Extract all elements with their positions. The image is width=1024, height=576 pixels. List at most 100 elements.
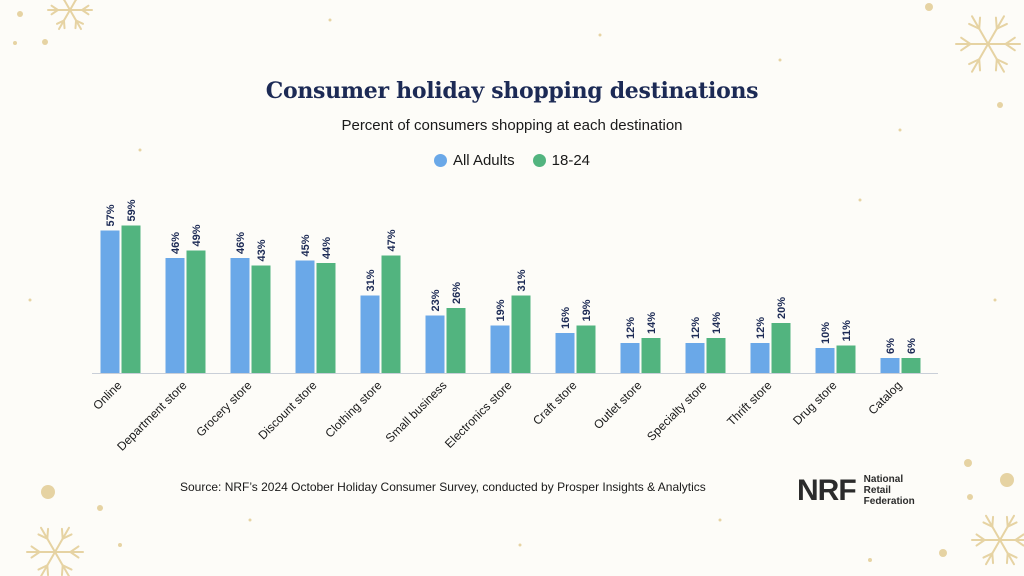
decoration-dot [598,33,602,37]
decoration-dot [17,11,23,17]
category-label: Craft store [530,378,580,428]
decoration-dot [13,41,17,45]
bar-all-adults [165,258,185,373]
decoration-dot [898,128,902,132]
bar-all-adults [685,343,705,373]
bar-all-adults [100,230,120,373]
bar-18-24 [511,295,531,373]
bar-18-24 [121,225,141,373]
logo-line-1: National [863,474,904,485]
value-label: 6% [885,338,897,354]
bar-18-24 [446,308,466,373]
logo-text: National Retail Federation [864,474,915,507]
decoration-dot [993,298,997,302]
value-label: 43% [256,239,268,261]
value-label: 26% [451,282,463,304]
bar-18-24 [381,255,401,373]
value-label: 46% [235,232,247,254]
snowflake-icon [955,15,1021,73]
category-label: Clothing store [322,378,384,440]
bar-all-adults [750,343,770,373]
decoration-dot [28,298,32,302]
bar-all-adults [425,315,445,373]
legend-item-18-24: 18-24 [532,152,591,169]
decoration-dot [718,518,722,522]
category-label: Electronics store [442,378,515,451]
bar-all-adults [295,260,315,373]
category-label: Grocery store [193,378,255,440]
category-label: Drug store [790,378,840,428]
value-label: 47% [386,229,398,251]
source-note: Source: NRF’s 2024 October Holiday Consu… [180,480,706,494]
bar-18-24 [706,338,726,373]
category-label: Online [90,378,125,413]
category-label: Discount store [255,378,319,442]
legend-swatch-all-adults [433,154,447,167]
value-label: 44% [321,237,333,259]
bar-18-24 [576,325,596,373]
decoration-dot [248,518,252,522]
snowflake-icon [47,0,93,31]
chart-title: Consumer holiday shopping destinations [265,78,759,104]
bar-all-adults [360,295,380,373]
category-label: Specialty store [644,378,710,444]
value-label: 20% [776,297,788,319]
chart-legend: All Adults 18-24 [0,152,1024,169]
value-label: 19% [495,299,507,321]
bar-all-adults [815,348,835,373]
category-label: Thrift store [724,378,775,429]
decoration-dot [138,148,142,152]
value-label: 16% [560,307,572,329]
bar-all-adults [490,325,510,373]
bar-all-adults [555,333,575,373]
bar-18-24 [251,265,271,373]
decoration-dot [518,543,522,547]
decoration-dot [41,485,55,499]
bar-18-24 [901,358,921,373]
value-label: 23% [430,289,442,311]
value-label: 14% [711,312,723,334]
bar-18-24 [186,250,206,373]
decoration-dot [939,549,947,557]
snowflake-icon [26,526,84,576]
decoration-dot [964,459,972,467]
decoration-dot [778,58,782,62]
decoration-dot [328,18,332,22]
value-label: 12% [755,317,767,339]
decoration-dot [858,198,862,202]
decoration-dot [997,102,1003,108]
logo-mark: NRF [797,473,857,507]
value-label: 49% [191,224,203,246]
chart-subtitle: Percent of consumers shopping at each de… [341,117,683,134]
decoration-dot [42,39,48,45]
value-label: 31% [516,269,528,291]
decoration-dot [97,505,103,511]
value-label: 14% [646,312,658,334]
value-label: 31% [365,269,377,291]
value-label: 59% [126,199,138,221]
decoration-dot [118,543,122,547]
legend-swatch-18-24 [532,154,546,167]
bar-all-adults [230,258,250,373]
bar-18-24 [316,263,336,373]
value-label: 11% [841,320,853,342]
legend-label-18-24: 18-24 [551,152,591,169]
decoration-dot [1000,473,1014,487]
value-label: 12% [690,317,702,339]
nrf-logo: NRF National Retail Federation [797,474,915,507]
bar-18-24 [641,338,661,373]
category-label: Outlet store [591,378,645,432]
category-label: Catalog [865,378,904,417]
decoration-dot [925,3,933,11]
value-label: 19% [581,299,593,321]
value-label: 10% [820,322,832,344]
bar-all-adults [880,358,900,373]
logo-line-2: Retail [863,485,891,496]
value-label: 46% [170,232,182,254]
decoration-dot [967,494,973,500]
value-label: 57% [105,204,117,226]
bar-18-24 [836,345,856,373]
value-label: 12% [625,317,637,339]
legend-label-all-adults: All Adults [452,152,515,169]
